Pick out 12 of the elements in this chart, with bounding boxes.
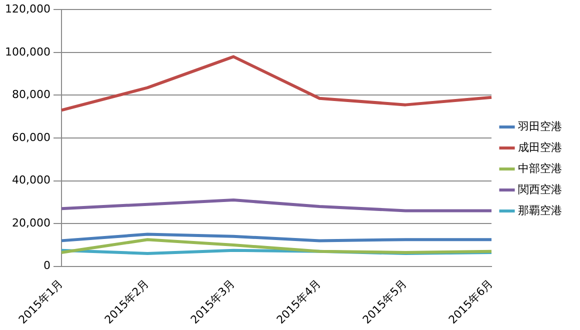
legend-label: 中部空港: [518, 162, 562, 175]
y-tick-label: 40,000: [12, 174, 50, 187]
legend-label: 関西空港: [518, 182, 562, 196]
legend-label: 羽田空港: [518, 120, 562, 133]
y-tick-label: 120,000: [4, 2, 50, 16]
y-tick-label: 20,000: [12, 216, 50, 230]
legend-label: 成田空港: [518, 140, 562, 154]
y-tick-label: 80,000: [12, 88, 50, 102]
y-tick-label: 100,000: [4, 45, 50, 58]
y-tick-label: 0: [43, 259, 50, 272]
y-tick-label: 60,000: [12, 130, 50, 144]
legend-label: 那覇空港: [518, 204, 562, 217]
